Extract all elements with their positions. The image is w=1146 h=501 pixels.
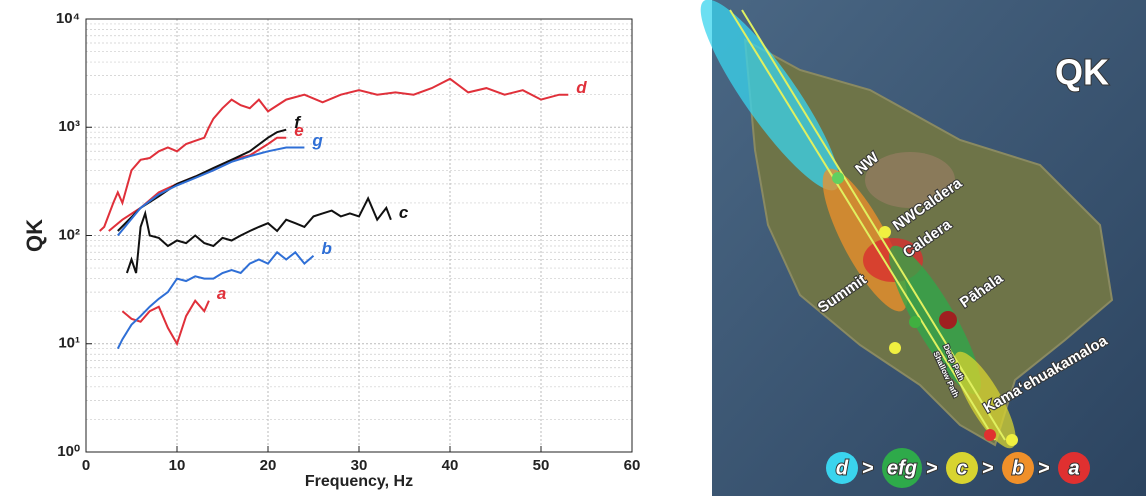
legend-label: b — [1012, 457, 1024, 479]
x-tick-label: 0 — [82, 457, 90, 474]
legend-separator: > — [982, 457, 994, 479]
y-tick-label: 10² — [58, 226, 80, 243]
line — [116, 250, 315, 350]
legend-dot — [1002, 452, 1034, 484]
station — [879, 226, 891, 238]
y-tick-label: 10⁰ — [57, 443, 80, 460]
legend-separator: > — [926, 457, 938, 479]
x-tick-label: 10 — [169, 457, 186, 474]
x-tick-label: 30 — [351, 457, 368, 474]
station — [939, 311, 957, 329]
map-legend: d > efg > c > b > a — [826, 448, 1090, 488]
legend-label: c — [956, 457, 967, 479]
x-tick-label: 50 — [533, 457, 550, 474]
mountain — [865, 152, 955, 208]
path-c — [954, 351, 1016, 449]
path-d — [700, 0, 840, 191]
station — [984, 429, 996, 441]
legend-dot — [1058, 452, 1090, 484]
series-label: c — [399, 203, 409, 222]
line — [125, 196, 392, 274]
station — [1006, 434, 1018, 446]
y-axis-label: QK — [22, 219, 47, 252]
series-label: d — [576, 78, 587, 97]
map: QK NW NWCaldera Caldera Summit Pāhala Ka… — [700, 0, 1146, 496]
path-line — [741, 9, 1006, 441]
series-label: e — [294, 121, 303, 140]
chart: 10⁰ 10¹ 10² 10³ 10⁴ 0 10 20 30 40 50 60 Frequency, H… — [22, 10, 641, 490]
legend-separator: > — [1038, 457, 1050, 479]
line — [121, 298, 210, 347]
x-tick-label: 20 — [260, 457, 277, 474]
legend-dot — [882, 448, 922, 488]
map-title: QK — [1055, 52, 1109, 93]
legend-label: d — [836, 457, 849, 479]
legend-dot — [826, 452, 858, 484]
station — [832, 172, 844, 184]
series-label: b — [322, 239, 332, 258]
legend-label: a — [1068, 457, 1079, 479]
y-tick-label: 10³ — [58, 118, 80, 135]
series-label: a — [217, 284, 226, 303]
line — [99, 77, 569, 232]
x-tick-label: 40 — [442, 457, 459, 474]
legend-separator: > — [862, 457, 874, 479]
legend-dot — [946, 452, 978, 484]
legend-label: efg — [887, 457, 917, 479]
series-label: f — [294, 113, 302, 132]
y-tick-label: 10¹ — [58, 335, 80, 352]
plot-frame — [85, 18, 633, 453]
station — [889, 342, 901, 354]
x-axis-label: Frequency, Hz — [305, 473, 413, 490]
x-tick-label: 60 — [624, 457, 641, 474]
line — [108, 136, 287, 232]
path-line — [729, 9, 996, 441]
line — [117, 146, 305, 237]
y-tick-label: 10⁴ — [56, 10, 80, 27]
line — [117, 128, 287, 232]
series-label: g — [311, 131, 323, 150]
island — [743, 38, 1114, 447]
station — [909, 316, 921, 328]
